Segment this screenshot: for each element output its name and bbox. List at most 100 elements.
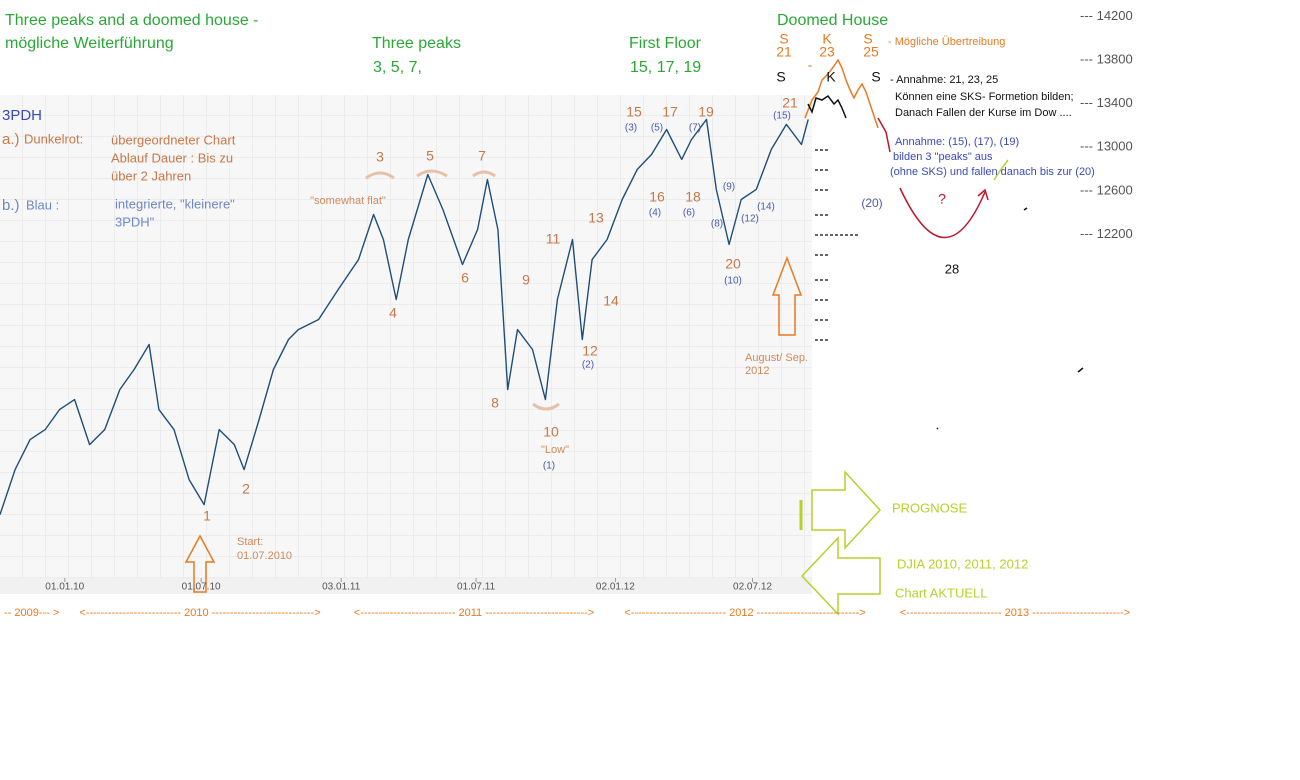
legend-text: übergeordneter Chart xyxy=(111,132,236,147)
drawings xyxy=(184,58,1084,616)
wave-number: 1 xyxy=(203,508,211,524)
assumption: Können eine SKS- Formetion bilden; xyxy=(895,91,1074,103)
shoulder-label: S xyxy=(779,31,788,47)
shoulder-label: 23 xyxy=(819,44,835,60)
wave-number: 5 xyxy=(426,148,434,164)
y-tick-label: --- 13400 xyxy=(1080,95,1133,110)
prognosis: DJIA 2010, 2011, 2012 xyxy=(897,556,1028,571)
assumption: Annahme: (15), (17), (19) xyxy=(895,136,1019,148)
year-band: -- 2009--- > xyxy=(4,607,59,619)
legend-marker: a.) xyxy=(2,131,20,148)
title: Three peaks and a doomed house - xyxy=(5,12,259,29)
assumption: bilden 3 "peaks" aus xyxy=(893,151,993,163)
wave-note: 01.07.2010 xyxy=(237,550,292,562)
sks-label: S xyxy=(871,69,880,85)
sub-wave: (5) xyxy=(651,123,663,134)
x-tick-label: 02.07.12 xyxy=(733,582,772,593)
sub-wave: (3) xyxy=(625,123,637,134)
assumption: - Annahme: 21, 23, 25 xyxy=(890,74,998,86)
shoulder-label: 21 xyxy=(776,44,792,60)
sks-label: S xyxy=(776,69,785,85)
heading: 15, 17, 19 xyxy=(630,59,701,76)
x-tick-label: 01.01.10 xyxy=(45,582,84,593)
heading: Doomed House xyxy=(777,12,888,29)
x-tick-label: 03.01.11 xyxy=(322,582,361,593)
assumption: (ohne SKS) und fallen danach bis zur (20… xyxy=(890,166,1095,178)
legend-text: Ablauf Dauer : Bis zu xyxy=(111,150,233,165)
sub-wave: (12) xyxy=(741,214,759,225)
shoulder-label: S xyxy=(863,31,872,47)
sub-wave: (6) xyxy=(683,208,695,219)
sub-wave: (7) xyxy=(689,123,701,134)
sub-wave: (4) xyxy=(649,208,661,219)
y-tick-label: --- 14200 xyxy=(1080,8,1133,23)
year-band: <-------------------------- 2012 -------… xyxy=(624,607,865,619)
sub-wave: (20) xyxy=(861,196,882,210)
legend-text: über 2 Jahren xyxy=(111,168,191,183)
question: ? xyxy=(938,191,946,207)
year-band: <-------------------------- 2011 -------… xyxy=(354,607,594,619)
wave-number: 11 xyxy=(546,231,561,247)
wave-number: 21 xyxy=(782,95,798,111)
peak-arcs xyxy=(365,169,560,411)
shoulder-label: 25 xyxy=(863,44,879,60)
x-axis-band xyxy=(0,578,812,594)
prognosis: Chart AKTUELL xyxy=(895,585,988,600)
wave-number: 4 xyxy=(389,305,397,321)
heading: Three peaks xyxy=(372,35,461,52)
wave-number: 6 xyxy=(461,270,469,286)
sks-label: K xyxy=(826,69,836,85)
y-tick-label: --- 13000 xyxy=(1080,139,1133,154)
wave-note: "somewhat flat" xyxy=(310,195,386,207)
wave-number: 15 xyxy=(626,104,642,120)
wave-number: 7 xyxy=(478,148,486,164)
x-tick-label: 01.07.11 xyxy=(457,582,496,593)
wave-number: 16 xyxy=(649,189,665,205)
shoulder-label: K xyxy=(822,31,832,47)
wave-number: 12 xyxy=(582,343,598,359)
year-band: <-------------------------- 2010 -------… xyxy=(79,607,320,619)
note: - Mögliche Übertreibung xyxy=(888,36,1005,48)
sub-wave: (14) xyxy=(757,202,775,213)
wave-number: 13 xyxy=(588,210,604,226)
wave-number: 2 xyxy=(242,481,250,497)
shoulder-label: - xyxy=(808,57,813,73)
sub-wave: (2) xyxy=(582,360,594,371)
legend-label: Blau : xyxy=(26,197,59,212)
legend-text: integrierte, "kleinere" xyxy=(115,196,235,211)
sub-wave: (8) xyxy=(711,219,723,230)
legend-label: Dunkelrot: xyxy=(24,131,83,146)
legend-marker: b.) xyxy=(2,197,20,214)
wave-number: 19 xyxy=(698,104,714,120)
y-tick-label: --- 13800 xyxy=(1080,51,1133,66)
prognosis: PROGNOSE xyxy=(892,500,967,515)
wave-note: 2012 xyxy=(745,365,769,377)
wave-number: 3 xyxy=(376,149,384,165)
price-line xyxy=(0,118,809,515)
wave-note: Start: xyxy=(237,536,263,548)
y-tick-label: --- 12200 xyxy=(1080,226,1133,241)
sub-wave: (9) xyxy=(723,182,735,193)
wave-note: "Low" xyxy=(541,444,569,456)
wave-number: 17 xyxy=(662,104,678,120)
wave-number: 14 xyxy=(603,293,619,309)
legend-text: 3PDH" xyxy=(115,214,155,229)
x-tick-label: 01.07.10 xyxy=(182,582,221,593)
wave-number: 10 xyxy=(543,424,559,440)
legend-name: 3PDH xyxy=(2,107,42,124)
target: 28 xyxy=(945,261,959,276)
wave-number: 9 xyxy=(522,272,530,288)
heading: First Floor xyxy=(629,35,702,52)
heading: 3, 5, 7, xyxy=(373,59,422,76)
y-tick-label: --- 12600 xyxy=(1080,182,1133,197)
wave-number: 20 xyxy=(725,256,741,272)
wave-number: 18 xyxy=(685,189,701,205)
sub-wave: (1) xyxy=(543,461,555,472)
sub-wave: (15) xyxy=(773,111,791,122)
year-band: <-------------------------- 2013 -------… xyxy=(900,607,1130,619)
assumption: Danach Fallen der Kurse im Dow .... xyxy=(895,107,1072,119)
grid xyxy=(0,95,812,578)
sub-wave: (10) xyxy=(724,276,742,287)
wave-note: August/ Sep. xyxy=(745,352,808,364)
